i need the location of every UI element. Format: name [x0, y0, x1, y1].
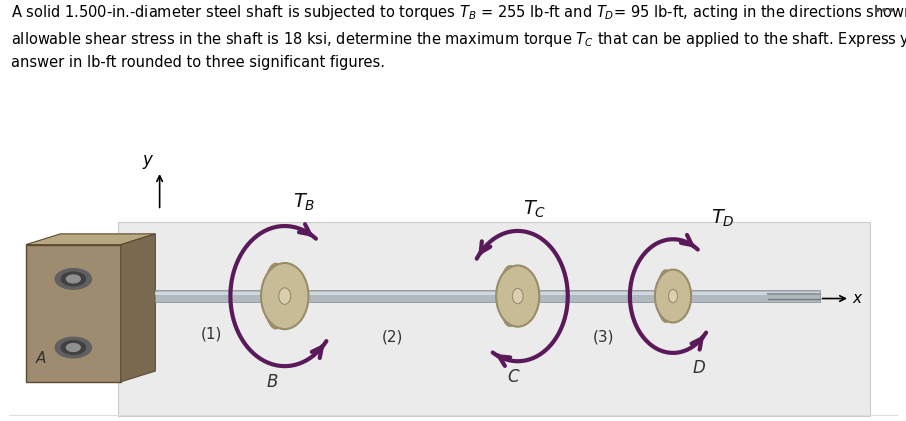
Ellipse shape: [511, 266, 517, 327]
Ellipse shape: [666, 269, 671, 322]
Ellipse shape: [275, 263, 283, 329]
Ellipse shape: [279, 263, 286, 329]
Ellipse shape: [667, 269, 672, 322]
Ellipse shape: [55, 337, 92, 358]
Text: C: C: [507, 368, 519, 386]
Ellipse shape: [276, 263, 284, 329]
Ellipse shape: [512, 288, 523, 304]
Text: y: y: [143, 151, 153, 169]
Polygon shape: [155, 292, 820, 295]
Ellipse shape: [496, 266, 539, 327]
Polygon shape: [120, 234, 155, 382]
Text: D: D: [692, 359, 705, 377]
Ellipse shape: [55, 269, 92, 289]
Ellipse shape: [513, 266, 519, 327]
Ellipse shape: [278, 263, 284, 329]
Ellipse shape: [264, 263, 287, 329]
Ellipse shape: [272, 263, 279, 329]
Ellipse shape: [261, 263, 308, 329]
Ellipse shape: [499, 266, 521, 327]
Text: (1): (1): [201, 327, 222, 342]
Ellipse shape: [512, 266, 518, 327]
FancyBboxPatch shape: [118, 221, 870, 416]
Ellipse shape: [275, 263, 282, 329]
Ellipse shape: [279, 288, 291, 304]
Text: $T_B$: $T_B$: [293, 192, 315, 213]
Text: •••: •••: [873, 5, 895, 18]
Text: A: A: [36, 351, 46, 366]
Ellipse shape: [280, 263, 287, 329]
Ellipse shape: [665, 269, 670, 322]
Text: $T_D$: $T_D$: [711, 208, 735, 229]
Ellipse shape: [509, 266, 516, 327]
Ellipse shape: [62, 272, 85, 286]
Ellipse shape: [66, 344, 81, 352]
Ellipse shape: [669, 269, 674, 322]
Ellipse shape: [668, 269, 673, 322]
Ellipse shape: [514, 266, 520, 327]
Ellipse shape: [657, 269, 675, 322]
Ellipse shape: [507, 266, 515, 327]
Ellipse shape: [508, 266, 516, 327]
Bar: [26, 245, 120, 382]
Ellipse shape: [663, 269, 669, 322]
Text: (3): (3): [593, 329, 615, 344]
Ellipse shape: [62, 341, 85, 354]
Text: A solid 1.500-in.-diameter steel shaft is subjected to torques $T_B$ = 255 lb‑ft: A solid 1.500-in.-diameter steel shaft i…: [11, 3, 906, 70]
Ellipse shape: [664, 269, 670, 322]
Ellipse shape: [506, 266, 513, 327]
Text: B: B: [266, 373, 277, 391]
Polygon shape: [155, 290, 820, 302]
Polygon shape: [26, 234, 155, 245]
Text: (2): (2): [382, 329, 403, 344]
Ellipse shape: [274, 263, 280, 329]
Ellipse shape: [670, 269, 675, 322]
Ellipse shape: [655, 269, 691, 322]
Ellipse shape: [66, 275, 81, 283]
Text: x: x: [853, 291, 862, 306]
Ellipse shape: [669, 290, 678, 303]
Text: $T_C$: $T_C$: [524, 199, 546, 220]
